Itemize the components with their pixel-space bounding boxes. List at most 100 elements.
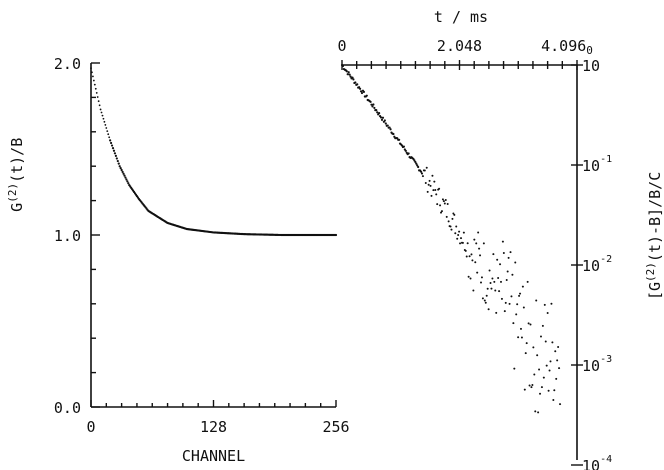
right-data-point	[543, 303, 546, 306]
right-data-point	[542, 376, 545, 379]
right-data-point	[517, 336, 520, 339]
right-data-point	[379, 116, 383, 119]
right-data-point	[529, 323, 532, 326]
right-data-point	[423, 169, 426, 172]
left-data-point	[96, 96, 99, 98]
left-panel: 0.0 1.0 2.0 0 128 256 CHANNEL G(2)(t)/B	[6, 55, 350, 465]
right-data-point	[341, 64, 345, 68]
right-data-point	[469, 277, 472, 280]
right-data-point	[384, 122, 387, 125]
right-data-point	[502, 252, 505, 255]
right-data-point	[500, 297, 503, 300]
left-data-point	[105, 127, 108, 129]
right-data-point	[490, 287, 493, 290]
right-data-point	[508, 302, 511, 305]
right-data-point	[470, 253, 473, 256]
right-data-point	[514, 261, 517, 264]
left-data-point	[112, 149, 116, 152]
right-data-point	[478, 247, 481, 250]
left-data-point	[123, 174, 126, 177]
left-data-point	[103, 120, 106, 123]
right-data-point	[501, 240, 504, 243]
right-data-point	[457, 233, 460, 236]
right-data-point	[431, 174, 434, 177]
right-data-point	[424, 182, 427, 185]
right-data-point	[362, 90, 365, 93]
right-data-point	[555, 377, 558, 380]
left-data-point	[95, 92, 98, 94]
right-data-point	[440, 211, 443, 214]
right-data-point	[436, 203, 439, 206]
left-data-point	[106, 130, 109, 133]
right-data-point	[485, 294, 488, 297]
right-data-point	[540, 386, 543, 389]
right-data-point	[539, 335, 542, 338]
right-data-point	[483, 299, 486, 302]
right-data-point	[434, 189, 437, 192]
right-y-tick-label: 10-2	[582, 254, 612, 275]
right-data-point	[416, 164, 419, 167]
left-x-tick-label: 0	[86, 418, 95, 436]
right-data-point	[507, 256, 510, 259]
right-data-point	[458, 230, 461, 233]
right-data-point	[415, 162, 418, 165]
left-data-point	[119, 166, 122, 170]
right-data-point	[487, 308, 490, 311]
right-data-point	[537, 411, 540, 414]
left-data-point	[126, 180, 129, 183]
right-data-point	[442, 200, 445, 203]
right-data-point	[392, 132, 395, 136]
right-data-point	[378, 112, 381, 115]
left-data-point	[117, 162, 120, 165]
right-data-point	[504, 301, 507, 304]
right-x-tick-label: 2.048	[437, 37, 482, 55]
right-data-point	[356, 83, 359, 86]
left-data-point	[127, 182, 130, 185]
right-data-point	[473, 238, 476, 241]
right-y-axis-label: [G(2)(t)-B]/B/C	[644, 172, 664, 300]
right-data-point	[461, 241, 464, 244]
right-data-point	[404, 149, 407, 152]
right-data-point	[383, 119, 386, 122]
right-data-point	[414, 160, 417, 164]
left-data-point	[113, 152, 117, 155]
left-data-point	[116, 159, 119, 163]
right-data-point	[492, 253, 495, 256]
right-data-point	[482, 242, 485, 245]
right-data-point	[351, 76, 354, 79]
right-data-point	[433, 180, 436, 183]
right-data-point	[449, 225, 452, 228]
right-data-point	[494, 289, 497, 292]
right-data-point	[528, 384, 531, 387]
right-data-point	[497, 276, 500, 279]
right-data-point	[453, 213, 456, 216]
right-data-point	[407, 152, 410, 155]
right-data-point	[541, 324, 544, 327]
right-data-point	[530, 386, 533, 389]
right-data-point	[481, 297, 484, 300]
right-data-point	[479, 254, 482, 257]
right-data-point	[547, 389, 550, 392]
left-data-point	[92, 79, 95, 82]
right-data-point	[488, 269, 491, 272]
right-data-point	[538, 368, 541, 371]
right-data-point	[552, 399, 555, 402]
right-axis-title: t / ms	[434, 8, 488, 26]
right-data-point	[354, 81, 357, 84]
right-data-point	[465, 255, 468, 258]
right-data-point	[499, 280, 502, 283]
right-data-point	[346, 73, 349, 76]
right-data-point	[548, 369, 551, 372]
right-data-point	[523, 388, 526, 391]
right-data-point	[419, 170, 423, 173]
right-data-point	[544, 340, 547, 343]
left-data-point	[120, 168, 123, 172]
left-data-point	[94, 87, 97, 90]
right-data-point	[468, 255, 471, 258]
right-data-point	[480, 276, 483, 279]
left-data-point	[114, 154, 117, 157]
right-data-point	[549, 360, 552, 363]
right-data-point	[417, 165, 420, 169]
right-data-point	[471, 259, 474, 262]
right-data-point	[554, 350, 557, 353]
